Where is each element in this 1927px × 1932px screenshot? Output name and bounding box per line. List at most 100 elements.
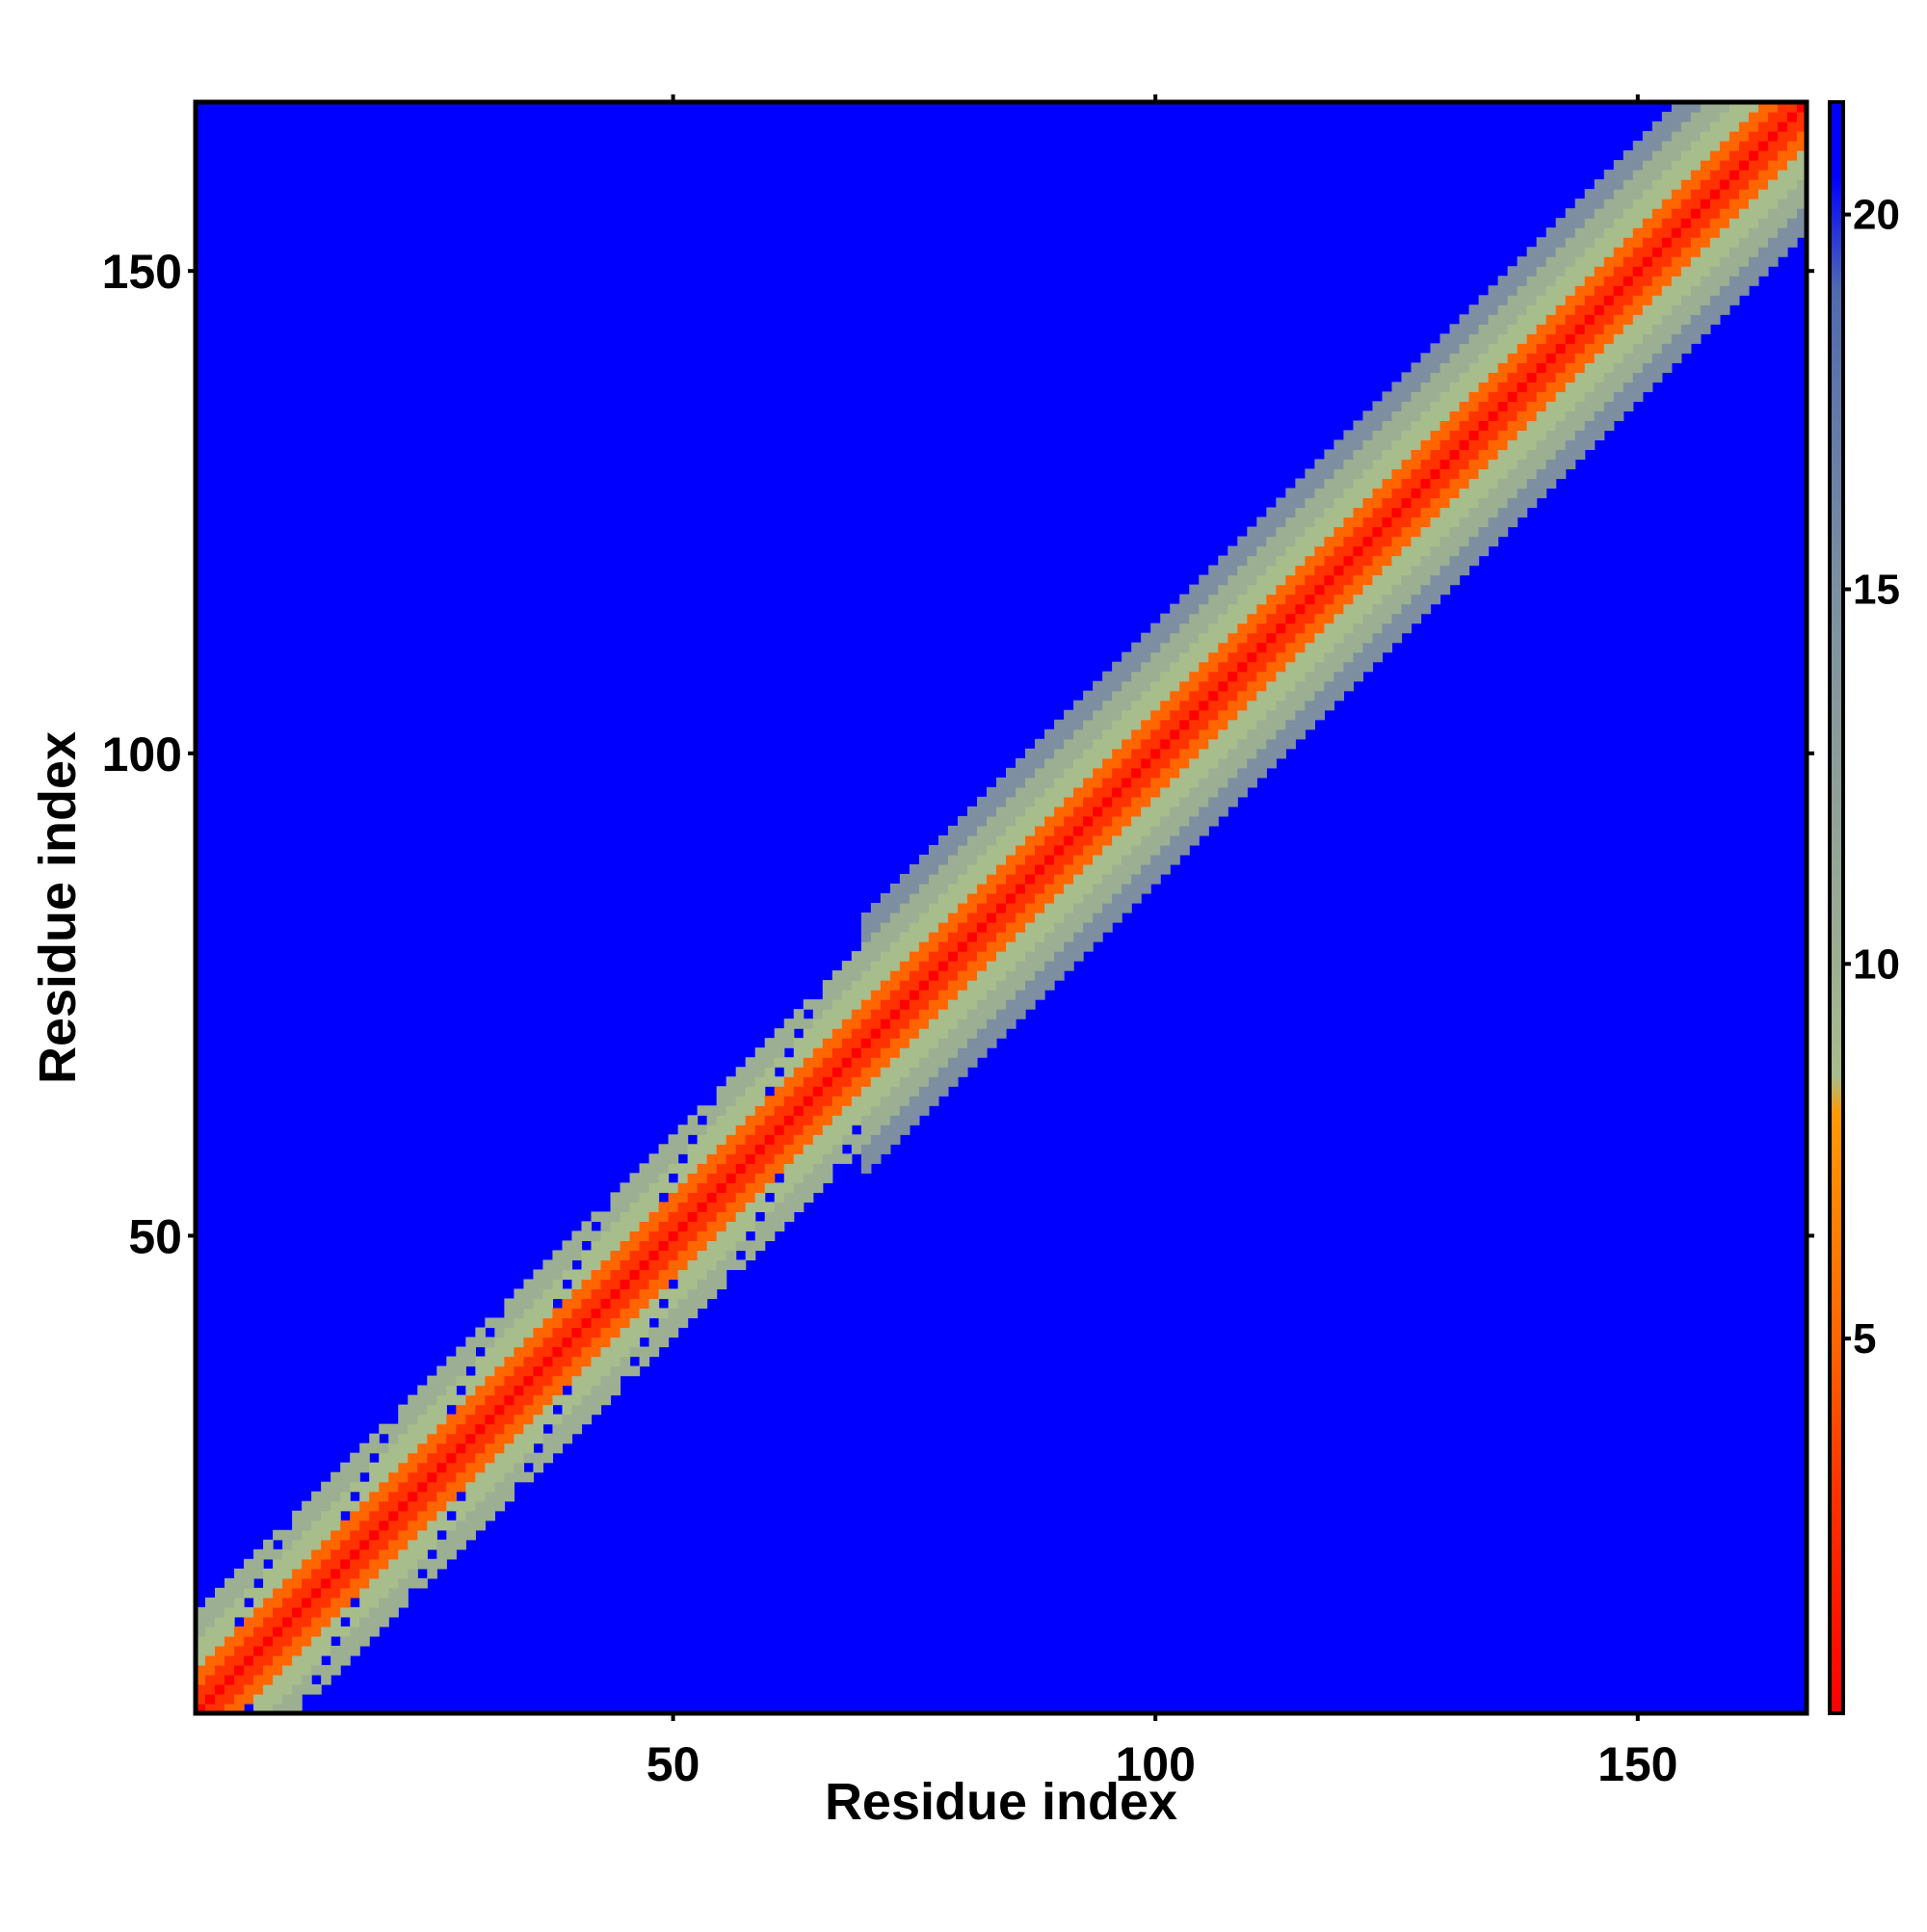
heatmap-cell	[436, 1500, 447, 1512]
heatmap-cell	[841, 1019, 853, 1029]
heatmap-cell	[860, 1086, 872, 1097]
heatmap-cell	[1642, 208, 1653, 219]
heatmap-cell	[648, 1337, 660, 1348]
heatmap-cell	[1709, 227, 1721, 238]
heatmap-cell	[1362, 642, 1374, 653]
heatmap-cell	[1333, 680, 1345, 692]
heatmap-cell	[1006, 941, 1016, 952]
heatmap-cell	[745, 1153, 756, 1164]
heatmap-cell	[620, 1317, 631, 1329]
heatmap-cell	[1150, 719, 1161, 730]
heatmap-cell	[1044, 913, 1055, 923]
heatmap-cell	[1256, 613, 1267, 624]
heatmap-cell	[1555, 449, 1567, 461]
heatmap-cell	[436, 1481, 447, 1493]
heatmap-cell	[1160, 815, 1171, 827]
heatmap-cell	[475, 1337, 486, 1348]
heatmap-cell	[1671, 179, 1682, 190]
heatmap-cell	[1372, 622, 1384, 634]
heatmap-cell	[899, 980, 911, 991]
heatmap-cell	[523, 1337, 535, 1348]
heatmap-cell	[832, 990, 843, 1000]
heatmap-cell	[639, 1288, 650, 1300]
heatmap-cell	[1314, 651, 1325, 663]
heatmap-cell	[1729, 160, 1740, 171]
heatmap-cell	[909, 863, 920, 875]
heatmap-cell	[1709, 218, 1721, 228]
heatmap-cell	[282, 1548, 293, 1560]
heatmap-cell	[783, 1182, 795, 1193]
heatmap-cell	[417, 1394, 428, 1406]
heatmap-cell	[1382, 642, 1393, 653]
heatmap-cell	[1179, 651, 1190, 663]
heatmap-cell	[986, 999, 997, 1010]
heatmap-cell	[1083, 913, 1094, 923]
heatmap-cell	[735, 1067, 747, 1077]
heatmap-cell	[1680, 218, 1692, 228]
heatmap-cell	[918, 1076, 930, 1087]
heatmap-cell	[1016, 1009, 1026, 1019]
heatmap-cell	[947, 941, 959, 952]
heatmap-cell	[957, 1067, 968, 1077]
heatmap-cell	[273, 1693, 283, 1705]
heatmap-cell	[1160, 622, 1171, 634]
heatmap-cell	[1295, 719, 1306, 730]
heatmap-cell	[1420, 516, 1432, 528]
heatmap-cell	[1565, 382, 1576, 392]
heatmap-cell	[1044, 941, 1055, 952]
heatmap-cell	[1430, 439, 1441, 451]
heatmap-cell	[812, 1163, 824, 1174]
heatmap-cell	[562, 1288, 573, 1300]
heatmap-cell	[1420, 555, 1432, 567]
heatmap-cell	[928, 1057, 939, 1068]
heatmap-cell	[1102, 892, 1113, 904]
heatmap-cell	[504, 1414, 515, 1425]
heatmap-cell	[1391, 488, 1403, 499]
heatmap-cell	[542, 1433, 554, 1444]
heatmap-cell	[1719, 112, 1730, 122]
heatmap-cell	[1700, 247, 1711, 257]
heatmap-cell	[542, 1317, 554, 1329]
heatmap-cell	[1247, 651, 1257, 663]
heatmap-cell	[1661, 247, 1673, 257]
heatmap-cell	[1189, 680, 1200, 692]
heatmap-cell	[1362, 420, 1374, 432]
heatmap-cell	[1401, 603, 1412, 615]
heatmap-cell	[745, 1057, 756, 1068]
heatmap-cell	[1160, 700, 1171, 711]
heatmap-cell	[494, 1481, 505, 1493]
heatmap-cell	[1189, 786, 1200, 798]
heatmap-cell	[899, 999, 911, 1010]
heatmap-cell	[311, 1529, 322, 1541]
heatmap-cell	[1083, 738, 1094, 750]
heatmap-cell	[1671, 295, 1682, 305]
heatmap-cell	[629, 1192, 641, 1203]
heatmap-cell	[822, 1028, 833, 1039]
heatmap-cell	[889, 1086, 901, 1097]
heatmap-cell	[600, 1259, 612, 1271]
heatmap-cell	[533, 1433, 544, 1444]
heatmap-cell	[918, 922, 930, 933]
heatmap-cell	[1150, 777, 1161, 788]
heatmap-cell	[1786, 112, 1798, 122]
heatmap-cell	[610, 1259, 621, 1271]
heatmap-cell	[610, 1221, 621, 1231]
heatmap-cell	[581, 1288, 593, 1300]
heatmap-cell	[1401, 391, 1412, 402]
heatmap-cell	[1343, 545, 1355, 557]
heatmap-cell	[196, 1654, 206, 1666]
heatmap-cell	[552, 1346, 564, 1358]
heatmap-cell	[1671, 353, 1682, 363]
heatmap-cell	[1382, 594, 1393, 605]
heatmap-cell	[562, 1298, 573, 1310]
heatmap-cell	[1150, 690, 1161, 701]
heatmap-cell	[494, 1317, 505, 1329]
heatmap-cell	[379, 1442, 389, 1454]
heatmap-cell	[1382, 565, 1393, 576]
heatmap-cell	[1623, 256, 1634, 267]
heatmap-cell	[436, 1423, 447, 1435]
heatmap-cell	[726, 1192, 737, 1203]
heatmap-cell	[1247, 738, 1257, 750]
heatmap-cell	[986, 873, 997, 885]
heatmap-cell	[485, 1346, 495, 1358]
